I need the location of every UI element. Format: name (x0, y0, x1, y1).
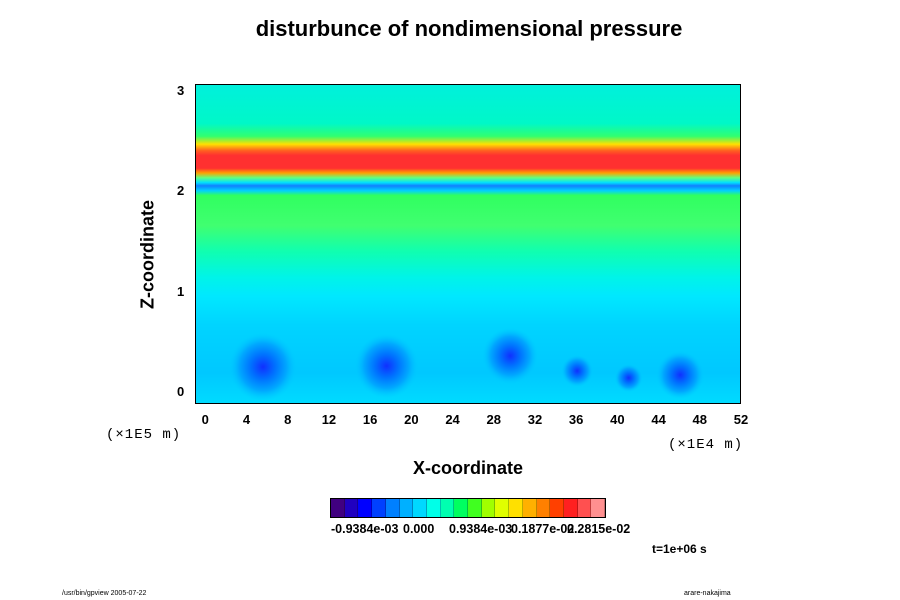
x-axis-label: X-coordinate (412, 458, 523, 478)
x-tick-label: 40 (610, 412, 625, 427)
y-tick-label: 1 (177, 283, 185, 299)
vortex-blob (482, 327, 539, 384)
vortex-blob (561, 354, 594, 387)
vortex-blob (614, 363, 643, 392)
y-axis-label: Z-coordinate (137, 200, 158, 310)
colorbar-swatch (372, 499, 386, 517)
x-tick-label: 36 (568, 412, 584, 427)
x-tick-label: 0 (201, 412, 209, 427)
colorbar-label: -0.9384e-03 (331, 522, 399, 536)
x-tick-label: 4 (242, 412, 251, 427)
colorbar-swatch (522, 499, 537, 517)
colorbar-swatch (331, 499, 345, 517)
vortex-blob (228, 332, 297, 401)
x-tick-label: 52 (733, 412, 749, 427)
y-tick-label: 3 (177, 83, 185, 99)
colorbar-swatch (481, 499, 496, 517)
colorbar-swatch (577, 499, 592, 517)
colorbar-swatch (344, 499, 359, 517)
x-tick-label: 16 (362, 412, 378, 427)
vortex-blobs (228, 327, 705, 401)
x-tick-label: 20 (404, 412, 419, 427)
colorbar (330, 498, 606, 518)
colorbar-swatch (550, 499, 564, 517)
colorbar-swatch (358, 499, 373, 517)
x-tick-label: 32 (527, 412, 543, 427)
vortex-blob (656, 350, 705, 399)
colorbar-swatch (536, 499, 551, 517)
heatmap-plot (195, 84, 741, 404)
x-tick-label: 8 (284, 412, 292, 427)
colorbar-swatch (468, 499, 482, 517)
x-scale-label: (×1E4 m) (668, 437, 744, 453)
y-tick-label: 2 (177, 183, 185, 199)
footer-right: arare-nakajima (684, 590, 731, 597)
colorbar-swatch (591, 499, 606, 517)
colorbar-swatch (413, 499, 427, 517)
vortex-blob (354, 333, 419, 398)
colorbar-swatch (495, 499, 510, 517)
colorbar-label: 0.000 (403, 522, 435, 536)
colorbar-swatch (440, 499, 455, 517)
x-tick-label: 12 (321, 412, 337, 427)
colorbar-label: 0.1877e-02 (511, 522, 575, 536)
colorbar-swatch (454, 499, 469, 517)
colorbar-label: 0.9384e-03 (449, 522, 513, 536)
x-tick-label: 48 (692, 412, 708, 427)
colorbar-swatch (509, 499, 523, 517)
colorbar-label: 0.2815e-02 (567, 522, 631, 536)
time-annotation: t=1e+06 s (652, 542, 707, 556)
y-tick-label: 0 (177, 383, 185, 399)
x-tick-label: 24 (445, 412, 460, 427)
chart-title: disturbunce of nondimensional pressure (255, 16, 683, 41)
colorbar-swatch (399, 499, 414, 517)
colorbar-swatch (385, 499, 400, 517)
colorbar-swatch (563, 499, 578, 517)
footer-left: /usr/bin/gpview 2005-07-22 (62, 590, 147, 597)
heatmap-svg (196, 85, 740, 403)
x-tick-label: 44 (651, 412, 666, 427)
x-tick-label: 28 (486, 412, 501, 427)
y-scale-label: (×1E5 m) (106, 427, 182, 443)
colorbar-swatch (426, 499, 441, 517)
